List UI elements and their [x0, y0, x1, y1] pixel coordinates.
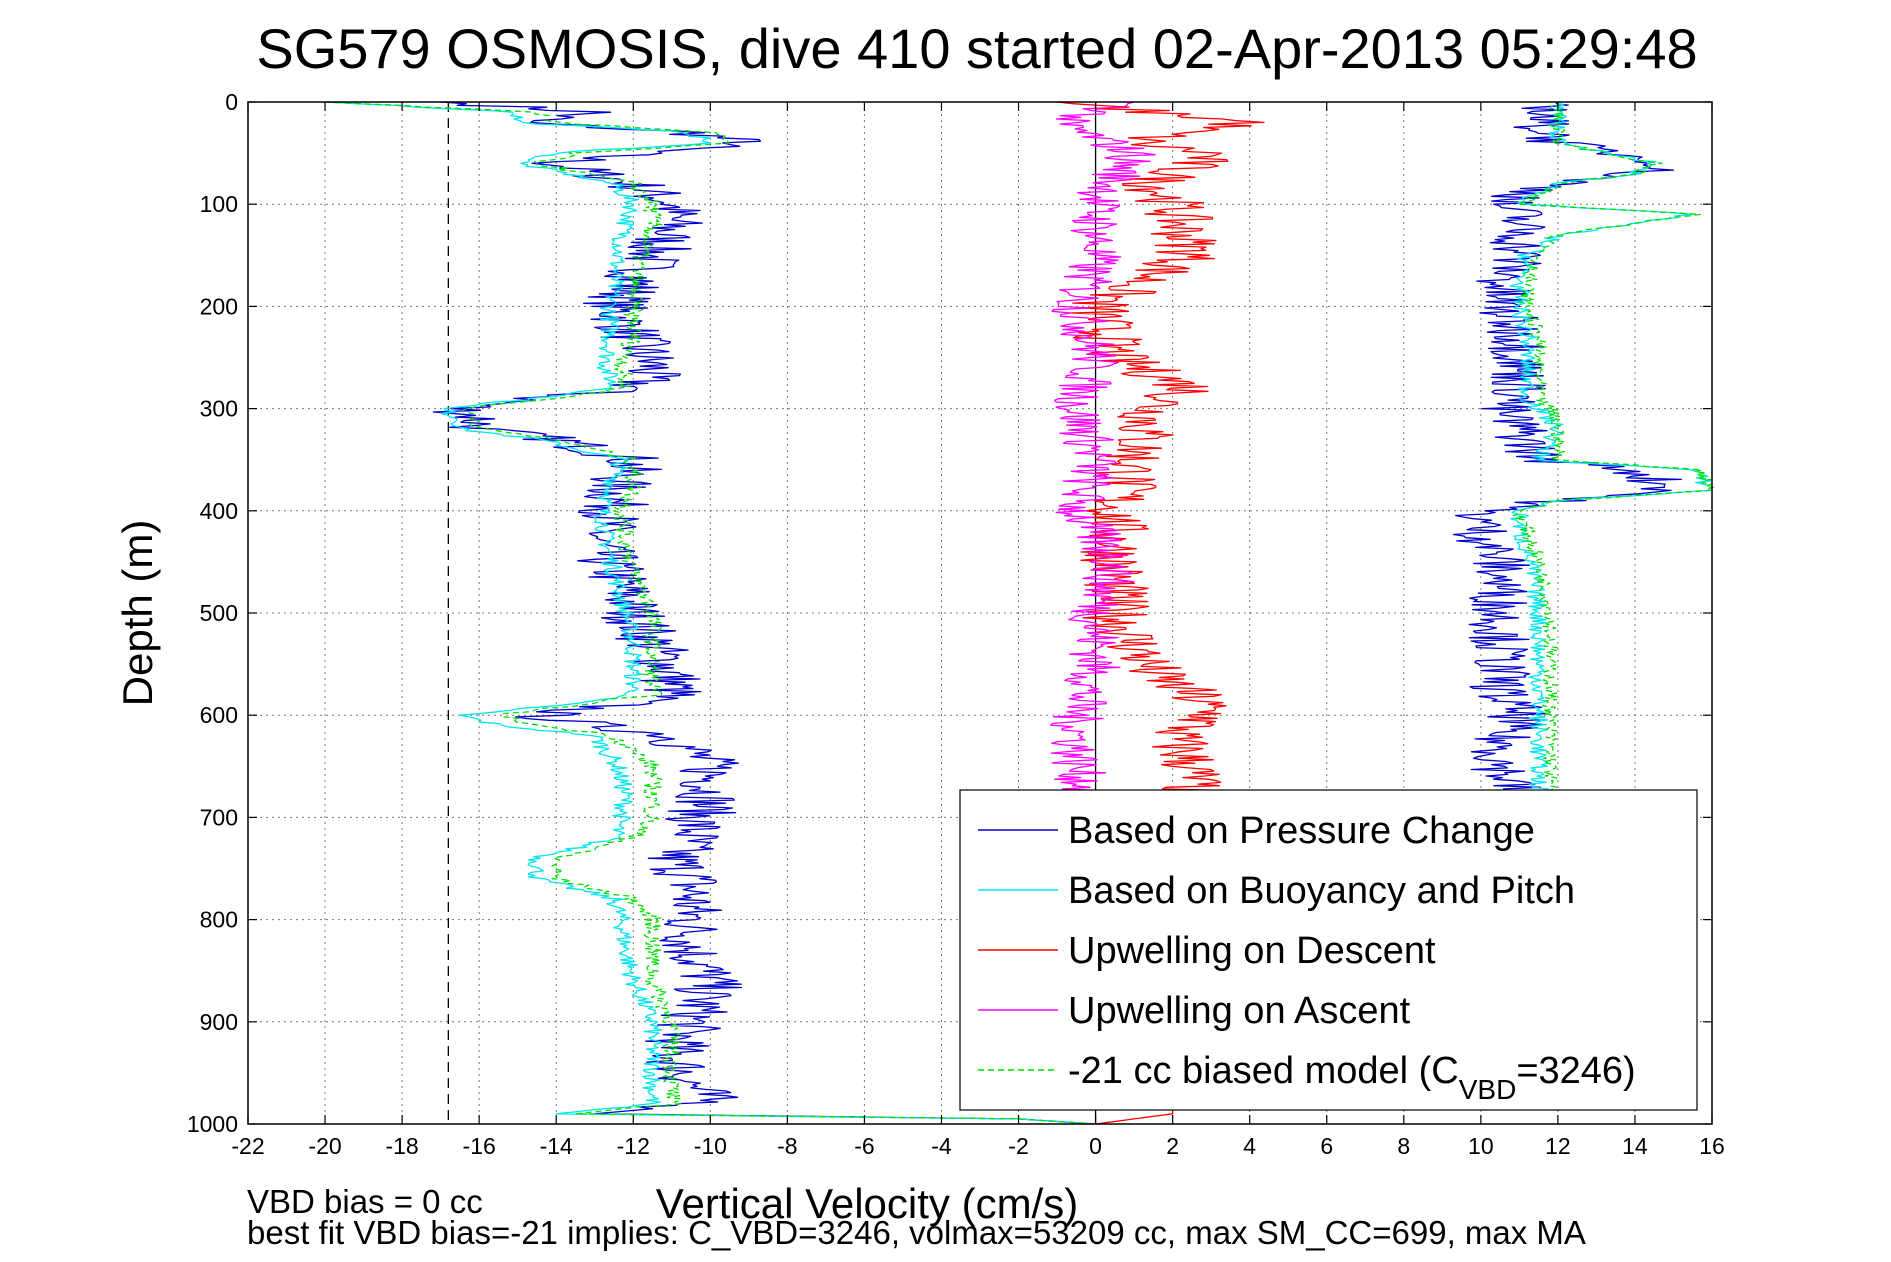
x-tick-label: -2 [1008, 1133, 1028, 1159]
descent-series-4 [325, 101, 1096, 1125]
legend: Based on Pressure Change Based on Buoyanc… [959, 789, 1698, 1111]
y-tick-label: 600 [200, 702, 238, 728]
footer-line-1: VBD bias = 0 cc [247, 1183, 483, 1220]
x-tick-label: 6 [1320, 1133, 1333, 1159]
x-tick-label: 14 [1622, 1133, 1648, 1159]
legend-item: Based on Buoyancy and Pitch [978, 870, 1575, 912]
x-tick-label: 16 [1699, 1133, 1725, 1159]
y-tick-label: 900 [200, 1009, 238, 1035]
chart-title: SG579 OSMOSIS, dive 410 started 02-Apr-2… [256, 17, 1697, 80]
ascent-series-0 [1452, 101, 1682, 808]
legend-item: Upwelling on Descent [978, 930, 1436, 972]
legend-item: Based on Pressure Change [978, 810, 1535, 852]
descent-series-3 [1050, 101, 1156, 819]
y-tick-label: 0 [225, 89, 238, 115]
x-axis-label: Vertical Velocity (cm/s) [656, 1180, 1078, 1227]
y-tick-label: 800 [200, 907, 238, 933]
x-tick-label: -14 [540, 1133, 573, 1159]
y-axis-label: Depth (m) [114, 520, 161, 707]
x-tick-label: -16 [463, 1133, 496, 1159]
x-tick-label: -22 [231, 1133, 264, 1159]
y-tick-label: 100 [200, 191, 238, 217]
x-tick-label: -20 [308, 1133, 341, 1159]
x-tick-label: -18 [385, 1133, 418, 1159]
legend-label: Upwelling on Ascent [1068, 990, 1411, 1032]
legend-item: Upwelling on Ascent [978, 990, 1411, 1032]
legend-label: -21 cc biased model (CVBD=3246) [1068, 1050, 1636, 1105]
legend-box [959, 789, 1698, 1111]
y-tick-label: 200 [200, 293, 238, 319]
x-tick-label: 0 [1089, 1133, 1102, 1159]
ascent-series-1 [1509, 102, 1714, 808]
x-tick-label: -6 [854, 1133, 874, 1159]
y-tick-label: 400 [200, 498, 238, 524]
x-tick-label: -10 [694, 1133, 727, 1159]
descent-series-1 [325, 101, 1096, 1125]
x-tick-label: -4 [931, 1133, 952, 1159]
x-tick-label: 2 [1166, 1133, 1179, 1159]
y-axis-ticks: 0 100 200 300 400 500 600 700 800 900 1000 [187, 89, 1712, 1137]
y-tick-label: 300 [200, 396, 238, 422]
y-tick-label: 1000 [187, 1111, 238, 1137]
x-axis-ticks: -22 -20 -18 -16 -14 -12 -10 -8 -6 -4 -2 0 2 4 6 8 10 12 14… [231, 102, 1725, 1159]
x-tick-label: 4 [1243, 1133, 1256, 1159]
y-tick-label: 700 [200, 804, 238, 830]
x-tick-label: -8 [777, 1133, 797, 1159]
ascent-series-2 [1512, 102, 1715, 808]
legend-item: -21 cc biased model (CVBD=3246) [978, 1050, 1636, 1105]
footer-line-2: best fit VBD bias=-21 implies: C_VBD=324… [247, 1214, 1586, 1251]
y-tick-label: 500 [200, 600, 238, 626]
x-tick-label: 12 [1545, 1133, 1571, 1159]
x-tick-label: 10 [1468, 1133, 1494, 1159]
x-tick-label: -12 [617, 1133, 650, 1159]
legend-label: Upwelling on Descent [1068, 930, 1436, 972]
legend-label: Based on Buoyancy and Pitch [1068, 870, 1575, 912]
legend-label: Based on Pressure Change [1068, 810, 1535, 852]
x-tick-label: 8 [1397, 1133, 1410, 1159]
